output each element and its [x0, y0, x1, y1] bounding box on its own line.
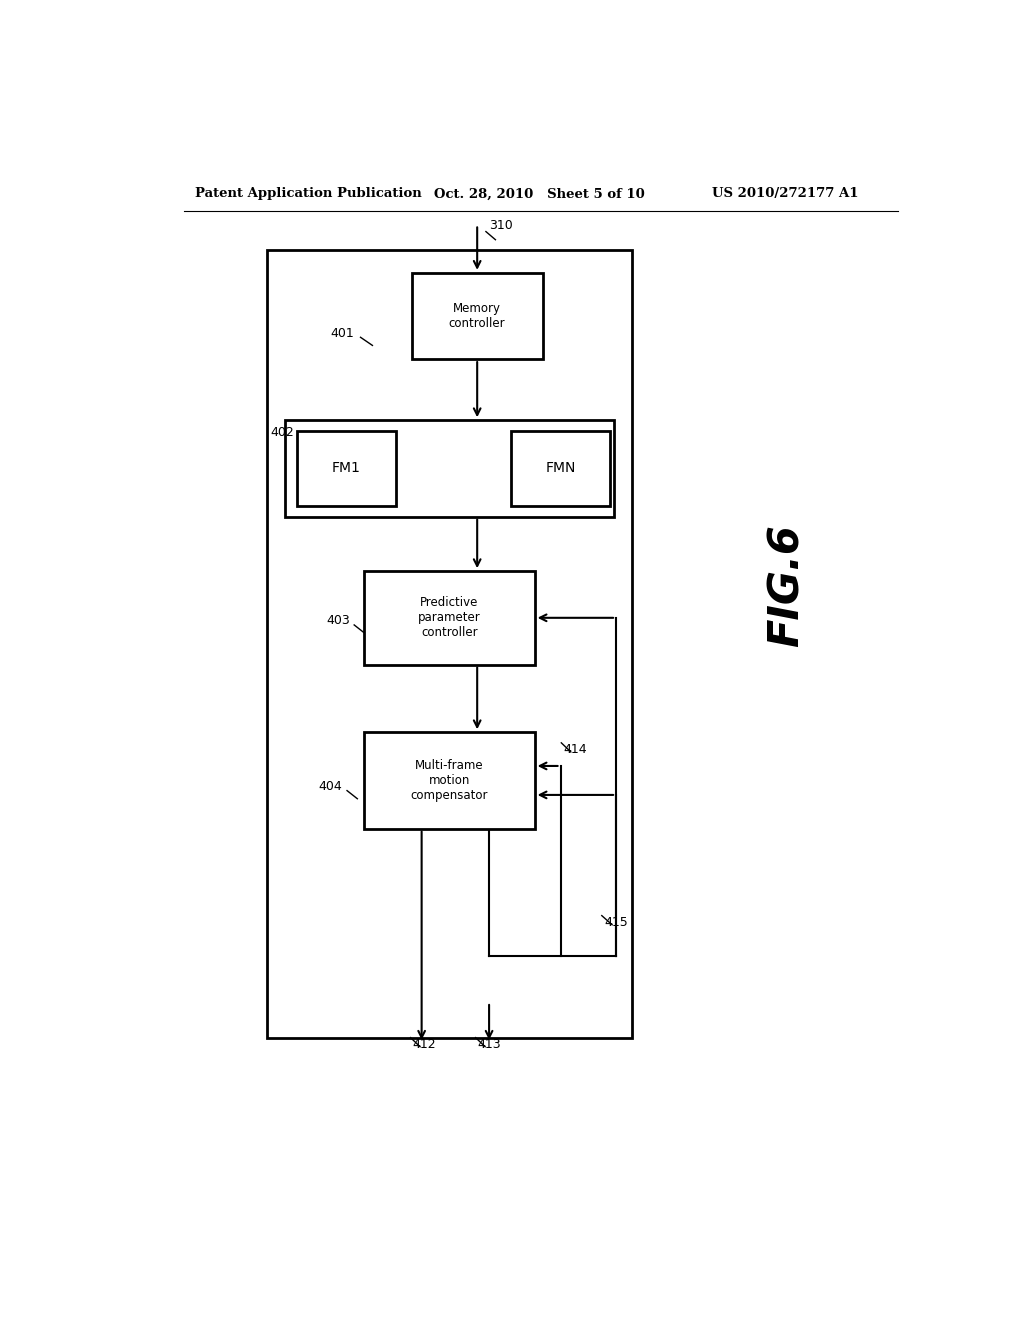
Text: 404: 404	[318, 780, 342, 793]
Text: 415: 415	[604, 916, 628, 929]
Text: FIG.6: FIG.6	[766, 524, 808, 647]
Text: Memory
controller: Memory controller	[449, 302, 506, 330]
Text: 412: 412	[412, 1039, 436, 1051]
Text: Predictive
parameter
controller: Predictive parameter controller	[418, 597, 481, 639]
Text: FMN: FMN	[546, 462, 575, 475]
Text: Oct. 28, 2010   Sheet 5 of 10: Oct. 28, 2010 Sheet 5 of 10	[433, 187, 644, 201]
Bar	[412, 273, 543, 359]
Text: 413: 413	[477, 1039, 501, 1051]
Text: Multi-frame
motion
compensator: Multi-frame motion compensator	[411, 759, 488, 803]
Bar	[365, 572, 535, 664]
Text: US 2010/272177 A1: US 2010/272177 A1	[712, 187, 858, 201]
Bar	[511, 432, 610, 506]
Text: FM1: FM1	[332, 462, 360, 475]
Text: 310: 310	[489, 219, 513, 231]
Text: 403: 403	[327, 614, 350, 627]
Bar	[297, 432, 396, 506]
Bar	[365, 733, 535, 829]
Text: Patent Application Publication: Patent Application Publication	[196, 187, 422, 201]
Text: 402: 402	[270, 426, 295, 440]
Bar	[267, 249, 632, 1038]
Text: 414: 414	[563, 743, 587, 756]
Bar	[285, 420, 614, 516]
Text: 401: 401	[331, 327, 354, 339]
